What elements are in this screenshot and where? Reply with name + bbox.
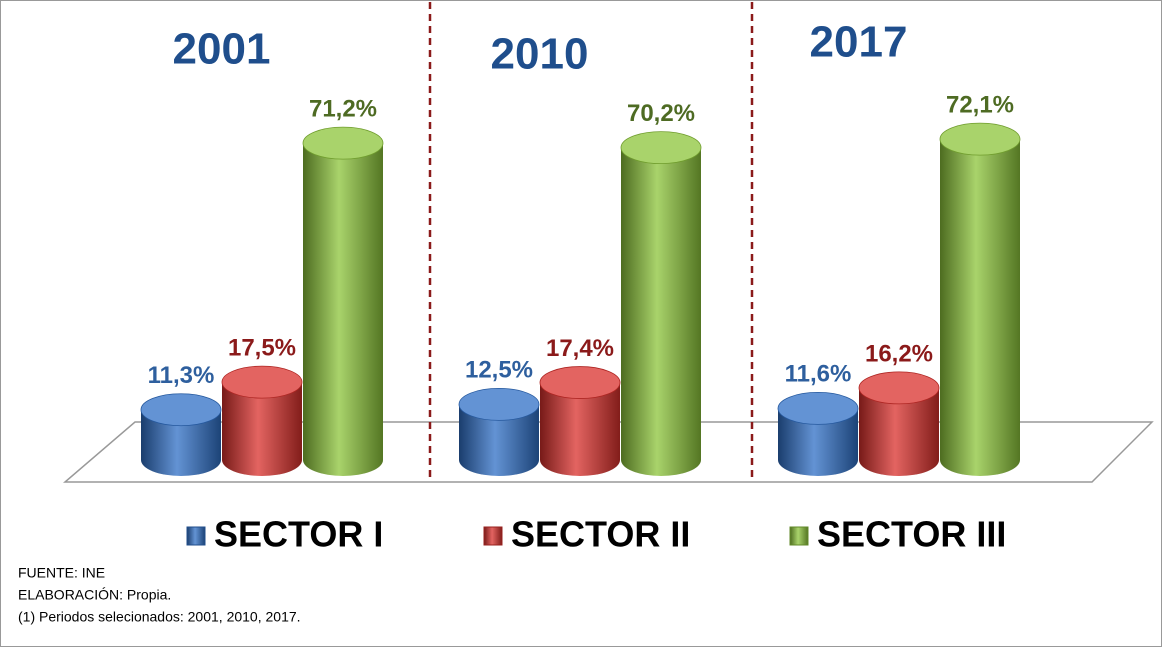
cylinder-top — [539, 366, 621, 399]
cylinder — [621, 147, 701, 476]
group-title: 2010 — [491, 30, 589, 79]
value-label: 70,2% — [627, 100, 695, 127]
legend-swatch — [483, 526, 503, 546]
cylinder — [859, 387, 939, 476]
legend-label: SECTOR I — [214, 514, 383, 555]
legend-swatch — [186, 526, 206, 546]
cylinder-top — [777, 391, 859, 425]
value-label: 72,1% — [946, 91, 1014, 118]
note: (1) Periodos selecionados: 2001, 2010, 2… — [18, 609, 301, 625]
cylinder-top — [140, 393, 222, 427]
value-label: 11,3% — [148, 362, 215, 389]
cylinder-top — [221, 365, 303, 399]
value-label: 16,2% — [865, 340, 933, 367]
note: FUENTE: INE — [18, 565, 105, 581]
value-label: 17,5% — [228, 334, 296, 361]
value-label: 71,2% — [309, 96, 377, 123]
cylinder — [778, 408, 858, 476]
group-title: 2001 — [173, 25, 271, 74]
cylinder-top — [302, 126, 384, 160]
legend-swatch — [789, 526, 809, 546]
cylinder — [940, 139, 1020, 476]
cylinder-top — [620, 131, 702, 165]
group-title: 2017 — [810, 18, 908, 67]
cylinder — [141, 409, 221, 476]
value-label: 17,4% — [546, 335, 614, 362]
cylinder-top — [858, 371, 940, 405]
cylinder — [222, 382, 302, 476]
cylinder-top — [939, 122, 1021, 156]
cylinder — [540, 382, 620, 476]
legend-label: SECTOR II — [511, 514, 690, 555]
value-label: 11,6% — [785, 361, 852, 388]
cylinder — [459, 404, 539, 476]
legend-label: SECTOR III — [817, 514, 1006, 555]
value-label: 12,5% — [465, 357, 533, 384]
cylinder-top — [458, 387, 540, 421]
note: ELABORACIÓN: Propia. — [18, 587, 171, 603]
cylinder — [303, 143, 383, 476]
